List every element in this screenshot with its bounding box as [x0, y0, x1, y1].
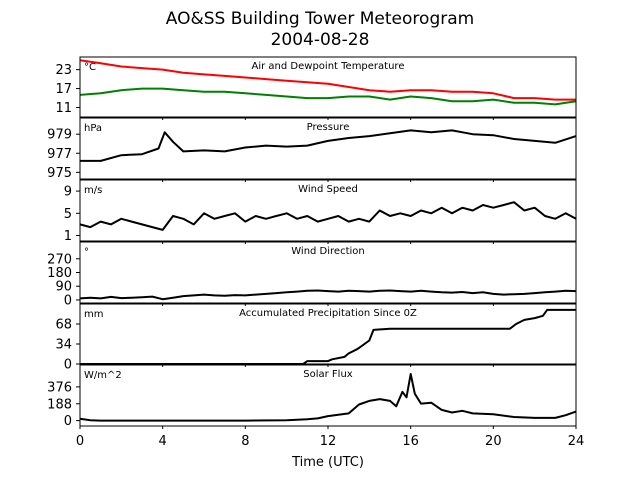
panel-2-ytick-label-1: 5	[64, 207, 72, 222]
panel-1-ytick-label-0: 975	[47, 166, 72, 181]
panel-0-series-1	[79, 87, 577, 106]
panel-2-unit: m/s	[84, 185, 102, 196]
panel-2-series-0	[79, 201, 577, 231]
panel-5-ytick-label-0: 0	[64, 414, 72, 429]
panel-4-unit: mm	[84, 309, 103, 320]
panel-2-title: Wind Speed	[298, 184, 358, 195]
panel-5-unit: W/m^2	[84, 370, 122, 381]
panel-3-ytick-label-0: 0	[64, 293, 72, 308]
x-tick-label-6: 24	[568, 434, 585, 449]
panel-3-series-0	[79, 289, 577, 301]
panel-1-title: Pressure	[307, 122, 350, 133]
x-tick-label-5: 20	[485, 434, 502, 449]
x-tick-label-3: 12	[320, 434, 337, 449]
panel-2-ytick-label-2: 9	[64, 185, 72, 200]
panel-4-ytick-label-1: 34	[55, 338, 72, 353]
panel-0-ytick-label-0: 11	[55, 101, 72, 116]
panel-3-title: Wind Direction	[291, 246, 365, 257]
panel-0-ytick-label-1: 17	[55, 82, 72, 97]
panel-1-ytick-label-2: 979	[47, 128, 72, 143]
panel-5: 0 188 376 W/m^2 Solar Flux	[47, 364, 577, 429]
panel-3-ytick-label-3: 270	[47, 252, 72, 267]
panel-4-title: Accumulated Precipitation Since 0Z	[239, 308, 417, 319]
panel-5-ytick-label-2: 376	[47, 380, 72, 395]
panel-0-unit: °C	[84, 62, 96, 73]
panel-1: 975 977 979 hPa Pressure	[47, 117, 577, 182]
x-tick-label-0: 0	[76, 434, 84, 449]
panel-4: 0 34 68 mm Accumulated Precipitation Since 0…	[55, 303, 577, 373]
panel-4-ytick-label-0: 0	[64, 358, 72, 373]
panel-1-series-0	[80, 129, 577, 162]
panel-3-unit: °	[84, 247, 89, 258]
panel-4-series-0	[80, 308, 576, 365]
panel-0-title: Air and Dewpoint Temperature	[252, 61, 405, 72]
panel-1-ytick-label-1: 977	[47, 147, 72, 162]
panel-2: 1 5 9 m/s Wind Speed	[64, 179, 577, 244]
chart-title: AO&SS Building Tower Meteorogram	[166, 9, 474, 29]
panel-0: 11 17 23 °C Air and Dewpoint Temperature	[55, 56, 577, 120]
x-tick-label-4: 16	[402, 434, 419, 449]
x-tick-label-2: 8	[241, 434, 249, 449]
panel-0-series-0	[79, 59, 576, 101]
panel-1-unit: hPa	[84, 123, 102, 134]
x-tick-label-1: 4	[159, 434, 167, 449]
x-axis-label: Time (UTC)	[291, 455, 364, 470]
panel-5-title: Solar Flux	[303, 369, 353, 380]
panel-2-ytick-label-0: 1	[64, 229, 72, 244]
panel-5-series-0	[79, 373, 577, 422]
panel-4-ytick-label-2: 68	[55, 318, 72, 333]
panel-3-ytick-label-2: 180	[47, 266, 72, 281]
panel-5-ytick-label-1: 188	[47, 397, 72, 412]
chart-subtitle: 2004-08-28	[271, 30, 370, 50]
panel-3-ytick-label-1: 90	[55, 280, 72, 295]
panel-0-ytick-label-2: 23	[55, 63, 72, 78]
